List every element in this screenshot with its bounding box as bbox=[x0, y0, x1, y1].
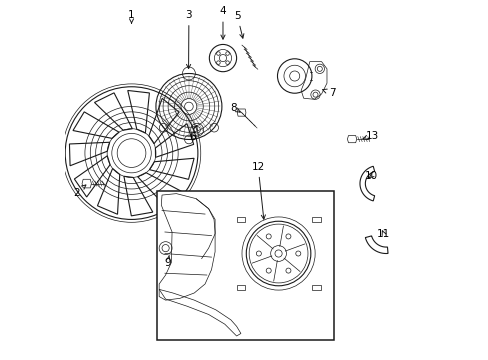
Text: 10: 10 bbox=[365, 171, 378, 181]
Bar bbox=[236, 217, 244, 222]
Text: 12: 12 bbox=[251, 162, 265, 219]
Text: 1: 1 bbox=[128, 10, 135, 23]
Bar bbox=[156, 191, 333, 339]
Text: 3: 3 bbox=[185, 10, 192, 68]
Bar bbox=[311, 217, 320, 222]
Text: 11: 11 bbox=[376, 229, 389, 239]
Text: 6: 6 bbox=[189, 125, 197, 142]
Text: 4: 4 bbox=[219, 6, 226, 39]
Text: 7: 7 bbox=[322, 88, 335, 98]
Text: 9: 9 bbox=[164, 255, 171, 268]
Text: 8: 8 bbox=[230, 103, 240, 113]
Bar bbox=[311, 285, 320, 291]
Text: 5: 5 bbox=[234, 11, 244, 38]
Bar bbox=[236, 285, 244, 291]
Text: 2: 2 bbox=[73, 185, 86, 198]
Text: 13: 13 bbox=[362, 131, 379, 140]
